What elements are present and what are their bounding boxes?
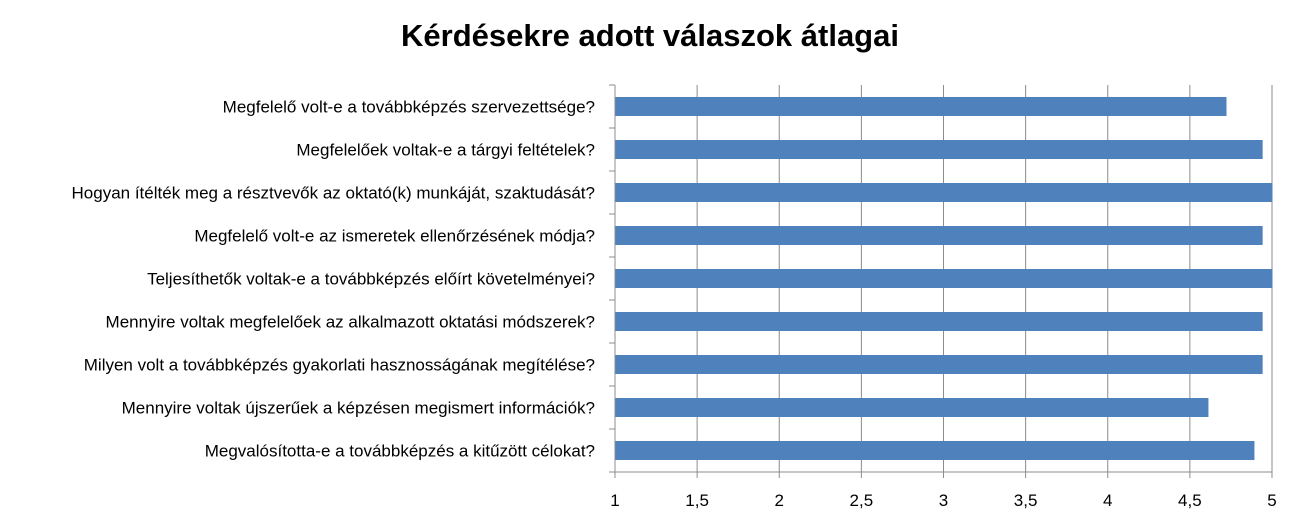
bar <box>615 441 1255 460</box>
x-tick-label: 1,5 <box>685 491 709 510</box>
x-tick-label: 2,5 <box>850 491 874 510</box>
category-label: Megfelelőek voltak-e a tárgyi feltételek… <box>296 141 595 160</box>
category-label: Megvalósította-e a továbbképzés a kitűzö… <box>205 442 595 461</box>
category-label: Megfelelő volt-e a továbbképzés szerveze… <box>223 98 595 117</box>
x-tick-label: 3,5 <box>1014 491 1038 510</box>
bar <box>615 269 1273 288</box>
chart-title: Kérdésekre adott válaszok átlagai <box>401 18 899 53</box>
bar <box>615 398 1209 417</box>
category-label: Teljesíthetők voltak-e a továbbképzés el… <box>147 270 595 289</box>
x-tick-label: 2 <box>775 491 784 510</box>
x-tick-label: 1 <box>610 491 619 510</box>
bar <box>615 312 1263 331</box>
bar <box>615 97 1227 116</box>
bar <box>615 226 1263 245</box>
x-tick-label: 4 <box>1103 491 1112 510</box>
bar <box>615 140 1263 159</box>
x-tick-label: 5 <box>1267 491 1276 510</box>
category-label: Milyen volt a továbbképzés gyakorlati ha… <box>84 356 595 375</box>
bar <box>615 183 1273 202</box>
x-tick-label: 4,5 <box>1178 491 1202 510</box>
category-label: Mennyire voltak megfelelőek az alkalmazo… <box>106 313 595 332</box>
category-label: Mennyire voltak újszerűek a képzésen meg… <box>122 399 595 418</box>
bar <box>615 355 1263 374</box>
x-tick-label: 3 <box>939 491 948 510</box>
category-label: Megfelelő volt-e az ismeretek ellenőrzés… <box>194 227 595 246</box>
category-label: Hogyan ítélték meg a résztvevők az oktat… <box>72 184 595 203</box>
